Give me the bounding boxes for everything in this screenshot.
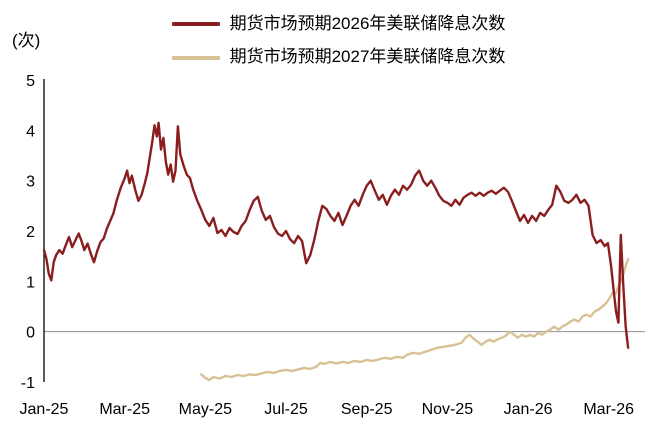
legend-item-2026: 期货市场预期2026年美联储降息次数: [171, 14, 506, 34]
y-tick-label: 2: [26, 224, 35, 241]
y-tick-label: 3: [26, 174, 35, 191]
legend-line-swatch-2026: [171, 22, 220, 27]
legend-line-swatch-2027: [171, 55, 220, 60]
series-line-1: [200, 258, 630, 382]
y-tick-label: -1: [21, 375, 35, 392]
x-tick-label: Mar-25: [99, 401, 150, 418]
x-tick-label: Mar-26: [583, 401, 634, 418]
legend-label-2027: 期货市场预期2027年美联储降息次数: [229, 47, 506, 67]
x-tick-label: Jan-26: [504, 401, 553, 418]
x-tick-label: Jan-25: [20, 401, 69, 418]
x-tick-label: Jul-25: [264, 401, 308, 418]
x-tick-label: Nov-25: [422, 401, 474, 418]
x-tick-label: Sep-25: [341, 401, 393, 418]
legend-label-2026: 期货市场预期2026年美联储降息次数: [229, 14, 506, 33]
y-tick-label: 4: [26, 123, 35, 140]
y-tick-label: 0: [26, 325, 35, 342]
y-tick-label: 1: [26, 274, 35, 291]
y-tick-label: 5: [26, 73, 35, 90]
y-axis-unit-label: (次): [12, 31, 41, 50]
x-tick-label: May-25: [179, 401, 232, 418]
chart-legend: 期货市场预期2026年美联储降息次数 期货市场预期2027年美联储降息次数: [10, 14, 657, 68]
legend-item-2027: 期货市场预期2027年美联储降息次数: [171, 47, 506, 67]
series-line-0: [42, 121, 630, 349]
